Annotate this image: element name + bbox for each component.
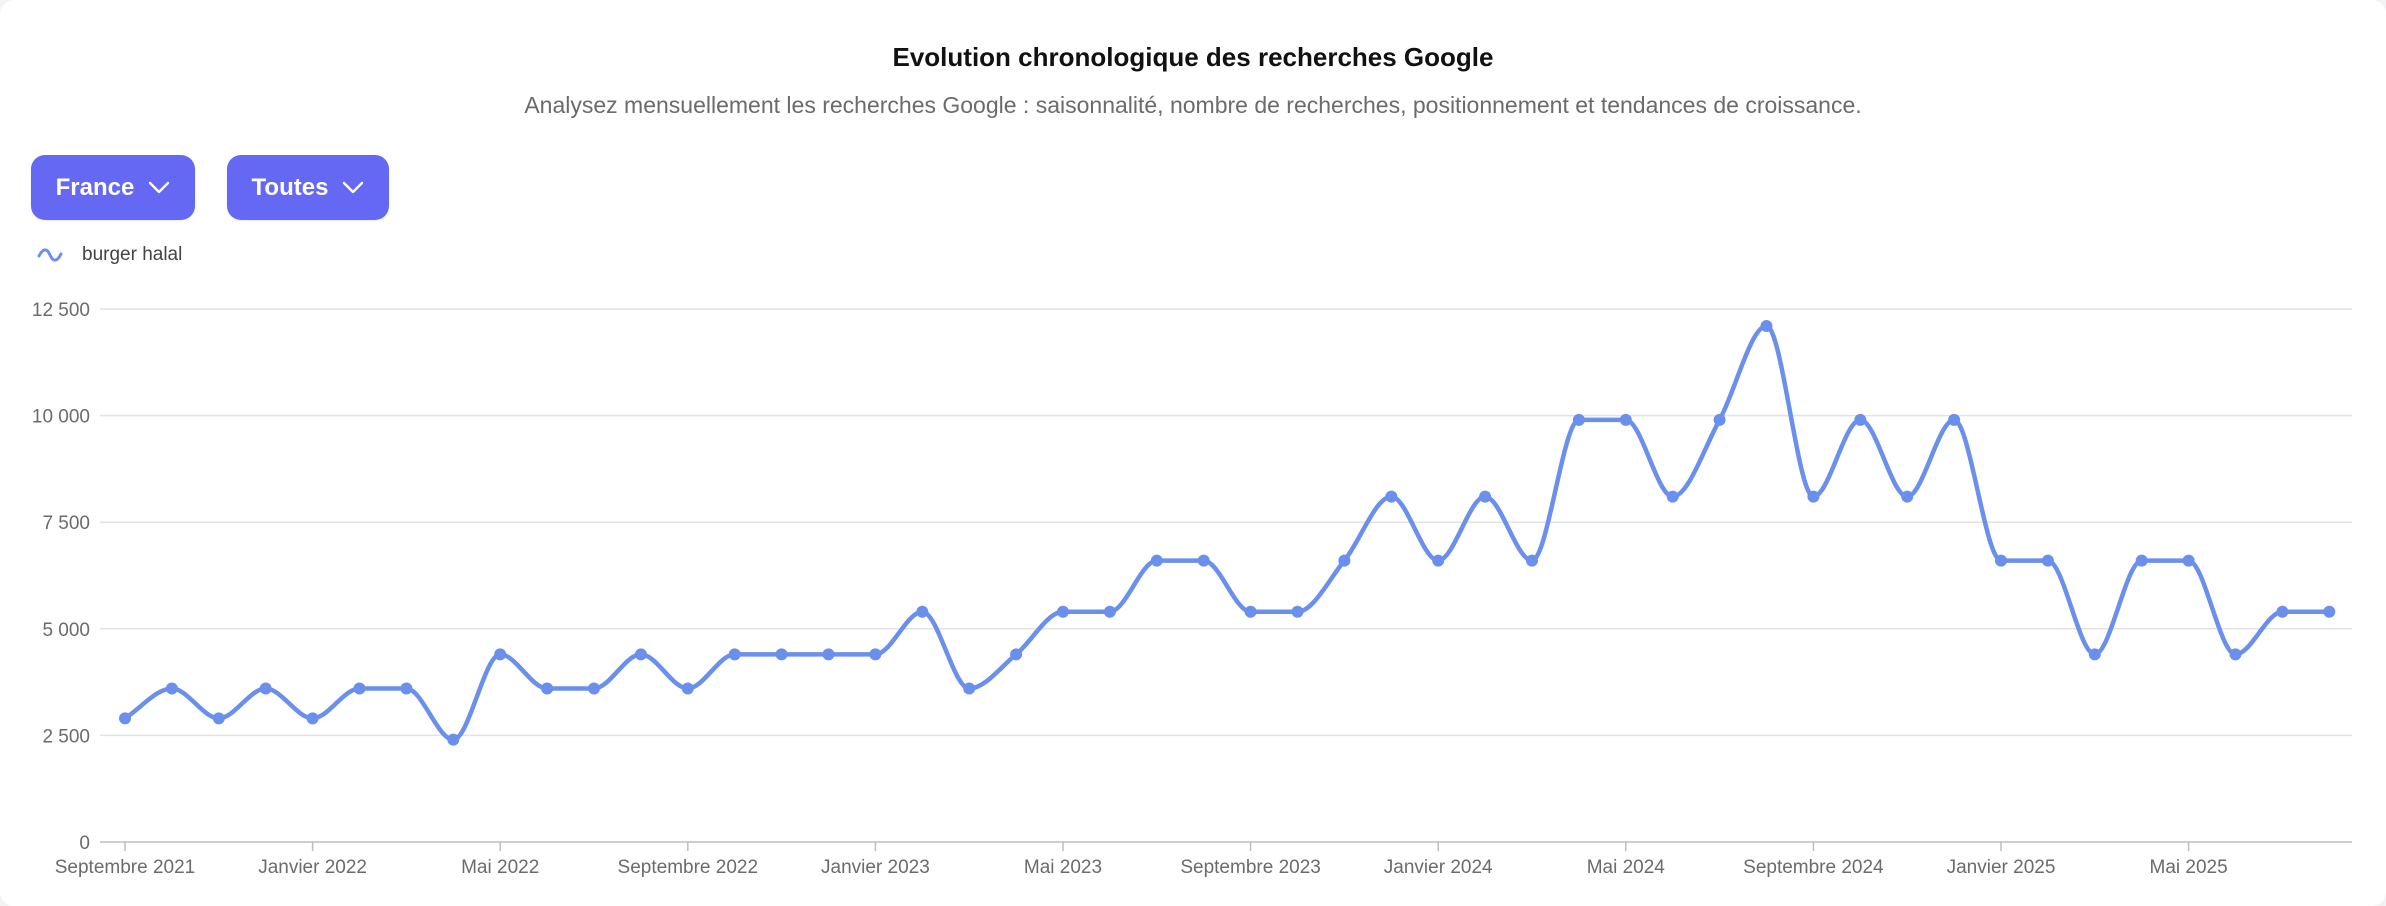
category-dropdown-label: Toutes [251, 173, 329, 201]
chevron-down-icon [149, 181, 170, 193]
data-point [1010, 648, 1023, 661]
data-point [494, 648, 507, 661]
data-point [916, 605, 929, 618]
category-dropdown[interactable]: Toutes [227, 155, 389, 220]
data-point [963, 682, 976, 695]
data-point [1995, 554, 2007, 567]
data-point [1150, 554, 1163, 567]
country-dropdown[interactable]: France [31, 155, 195, 220]
data-point [353, 682, 366, 695]
data-point [1385, 490, 1398, 503]
data-point [1432, 554, 1445, 567]
x-tick-label: Mai 2022 [461, 857, 539, 878]
data-point [1760, 320, 1773, 333]
x-tick-label: Mai 2025 [2150, 857, 2228, 878]
data-point [1713, 413, 1726, 426]
x-tick-label: Janvier 2025 [1947, 857, 2056, 878]
data-point [775, 648, 788, 661]
x-tick-label: Mai 2024 [1587, 857, 1666, 878]
x-tick-label: Janvier 2024 [1384, 857, 1493, 878]
x-tick-label: Janvier 2023 [821, 857, 930, 878]
data-point [728, 648, 741, 661]
x-tick-label: Septembre 2022 [618, 857, 759, 878]
data-point [588, 682, 600, 695]
data-point [1244, 605, 1257, 618]
data-point [259, 682, 272, 695]
data-point [869, 648, 882, 661]
x-tick-label: Septembre 2021 [55, 857, 196, 878]
data-point [2323, 605, 2336, 618]
data-point [400, 682, 413, 695]
data-point [1291, 605, 1304, 618]
data-point [2229, 648, 2242, 661]
data-point [1338, 554, 1351, 567]
data-point [1103, 605, 1116, 618]
x-tick-label: Septembre 2024 [1743, 857, 1884, 878]
data-point [2276, 605, 2289, 618]
y-tick-label: 12 500 [32, 300, 90, 321]
country-dropdown-label: France [55, 173, 135, 201]
y-tick-label: 10 000 [32, 407, 90, 428]
x-tick-label: Janvier 2022 [258, 857, 367, 878]
y-tick-label: 7 500 [42, 513, 90, 534]
data-point [822, 648, 835, 661]
data-point [1197, 554, 1210, 567]
data-point [2041, 554, 2054, 567]
data-point [1057, 605, 1069, 618]
series-line [122, 323, 2332, 742]
x-tick-label: Septembre 2023 [1180, 857, 1321, 878]
data-point [447, 733, 460, 746]
chevron-down-icon [343, 181, 364, 193]
data-point [1619, 413, 1632, 426]
data-point [212, 712, 225, 725]
data-point [2088, 648, 2101, 661]
x-tick-label: Mai 2023 [1024, 857, 1102, 878]
data-point [634, 648, 647, 661]
data-point [1526, 554, 1538, 567]
data-point [1901, 490, 1914, 503]
data-point [1666, 490, 1679, 503]
legend-line-icon [37, 248, 63, 262]
legend-series-label: burger halal [82, 244, 183, 265]
chart-legend[interactable]: burger halal [36, 244, 182, 266]
data-point [541, 682, 554, 695]
data-point [1572, 413, 1585, 426]
y-tick-label: 2 500 [42, 726, 90, 747]
y-tick-label: 0 [79, 833, 90, 854]
data-point [2182, 554, 2195, 567]
data-point [1479, 490, 1492, 503]
data-point [165, 682, 178, 695]
data-point [119, 712, 131, 725]
page-title: Evolution chronologique des recherches G… [892, 42, 1494, 72]
data-point [306, 712, 319, 725]
data-point [1948, 413, 1961, 426]
data-point [1854, 413, 1867, 426]
data-point [2135, 554, 2148, 567]
data-point [681, 682, 694, 695]
page-subtitle: Analysez mensuellement les recherches Go… [524, 92, 1862, 118]
data-point [1807, 490, 1820, 503]
y-tick-label: 5 000 [42, 620, 90, 641]
